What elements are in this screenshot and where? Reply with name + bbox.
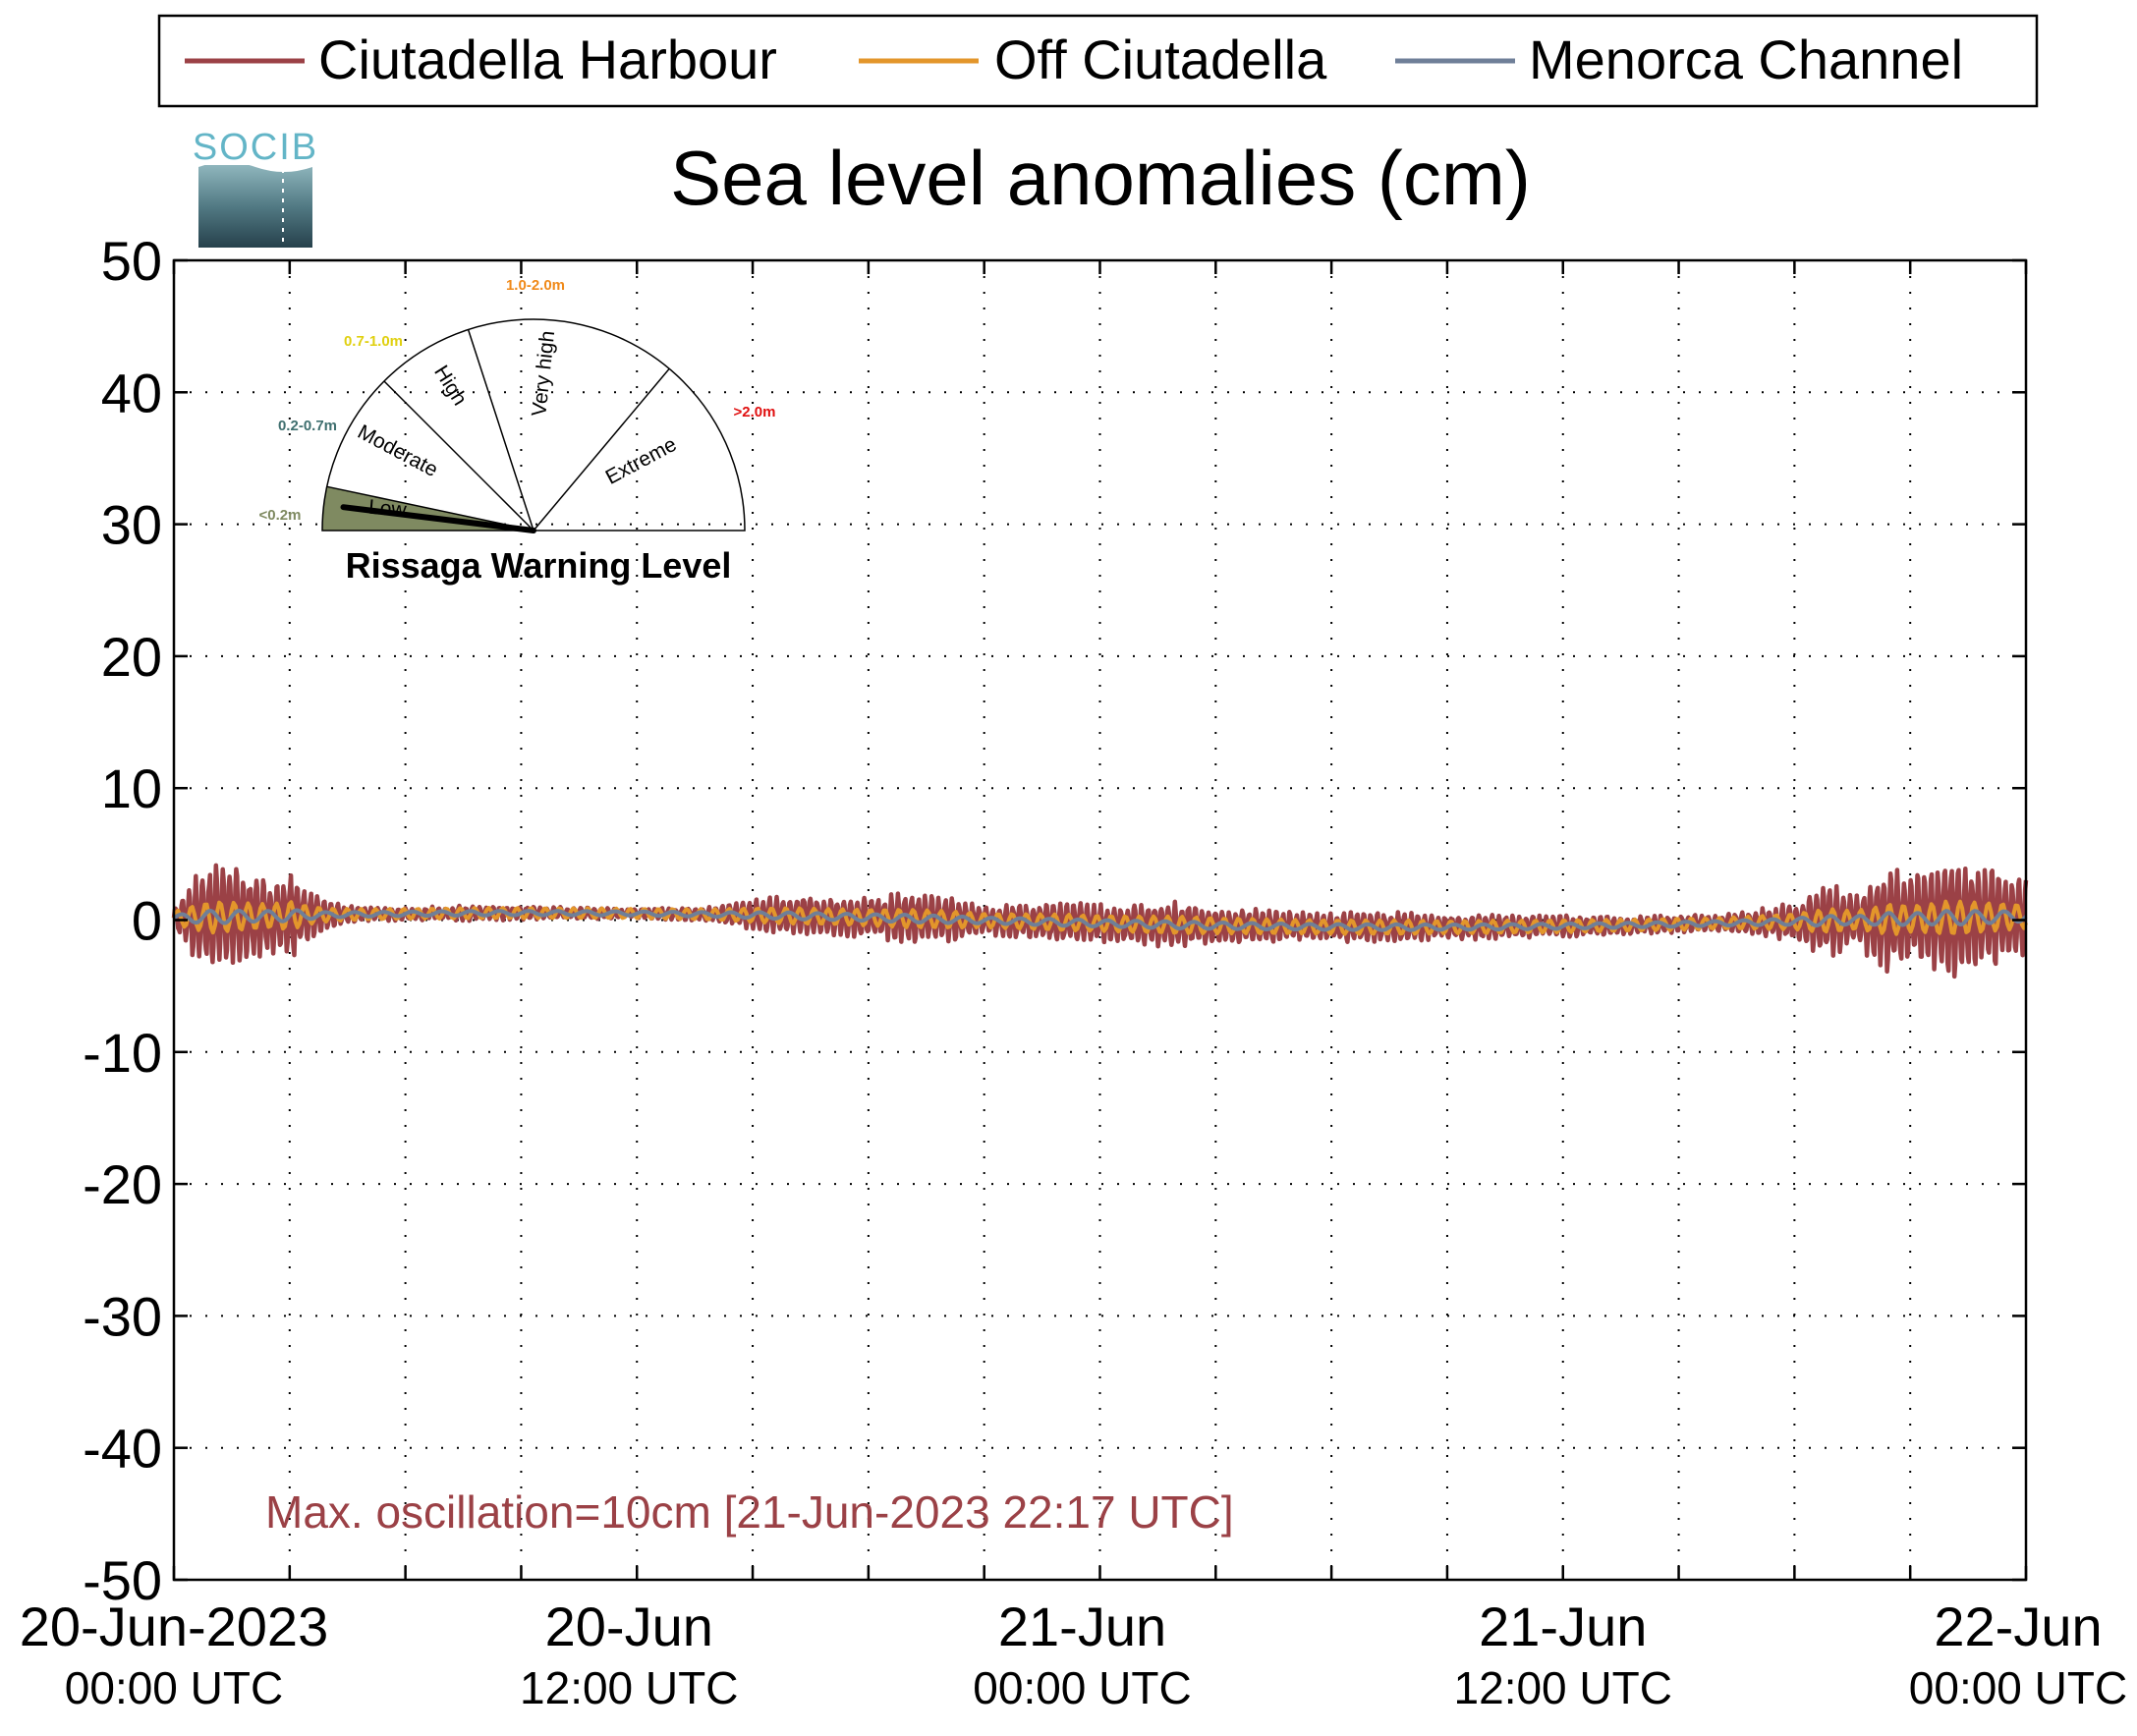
y-tick-label: -40 — [83, 1418, 162, 1480]
gauge-divider — [383, 380, 534, 532]
y-tick-label: 0 — [132, 890, 162, 952]
x-tick-label-date: 22-Jun — [1934, 1596, 2102, 1657]
gauge-range-label: <0.2m — [259, 507, 302, 524]
gauge-divider — [533, 367, 670, 532]
x-tick-label-date: 21-Jun — [998, 1596, 1166, 1657]
gauge-needle — [340, 504, 536, 533]
series-layer — [171, 863, 2029, 980]
y-tick-label: 10 — [101, 757, 162, 819]
legend-box — [157, 14, 2039, 108]
x-tick-label-date: 21-Jun — [1479, 1596, 1647, 1657]
y-tick-label: 20 — [101, 626, 162, 688]
gauge-divider — [326, 485, 534, 532]
x-tick-label-time: 00:00 UTC — [65, 1662, 283, 1713]
x-tick-label-time: 00:00 UTC — [1909, 1662, 2127, 1713]
x-tick-label-time: 12:00 UTC — [1454, 1662, 1672, 1713]
legend-label-off-ciutadella: Off Ciutadella — [994, 28, 1327, 90]
y-tick-label: 40 — [101, 362, 162, 423]
y-tick-label: -30 — [83, 1285, 162, 1347]
y-tick-label: -10 — [83, 1022, 162, 1084]
legend-label-menorca-channel: Menorca Channel — [1529, 28, 1963, 90]
legend-label-ciutadella-harbour: Ciutadella Harbour — [318, 28, 777, 90]
x-tick-label-time: 12:00 UTC — [520, 1662, 738, 1713]
socib-logo: SOCIB — [193, 127, 318, 248]
chart-title: Sea level anomalies (cm) — [670, 135, 1531, 221]
gauge-outline — [321, 318, 746, 532]
gauge-range-label: 1.0-2.0m — [506, 277, 565, 294]
y-axis: 50 40 30 20 10 0 -10 -20 -30 -40 -50 — [83, 230, 2026, 1611]
x-tick-label-time: 00:00 UTC — [973, 1662, 1191, 1713]
gauge-divider — [467, 329, 534, 532]
gauge-range-labels: <0.2m 0.2-0.7m 0.7-1.0m 1.0-2.0m >2.0m — [259, 277, 776, 524]
y-tick-label: -50 — [83, 1549, 162, 1611]
socib-logo-text: SOCIB — [193, 127, 318, 168]
x-tick-label-date: 20-Jun — [545, 1596, 713, 1657]
y-tick-label: 30 — [101, 494, 162, 556]
gauge-range-label: 0.7-1.0m — [344, 333, 403, 350]
gauge-range-label: 0.2-0.7m — [278, 418, 337, 434]
series-line-menorca-channel — [172, 908, 2028, 932]
y-tick-label: 50 — [101, 230, 162, 292]
x-tick-label-date: 20-Jun-2023 — [20, 1596, 328, 1657]
gauge-title: Rissaga Warning Level — [346, 545, 732, 586]
gauge-dividers — [326, 329, 670, 532]
y-tick-label: -20 — [83, 1153, 162, 1215]
legend: Ciutadella Harbour Off Ciutadella Menorc… — [157, 14, 2039, 108]
max-oscillation-annotation: Max. oscillation=10cm [21-Jun-2023 22:17… — [265, 1486, 1234, 1538]
gauge-range-label: >2.0m — [734, 404, 776, 420]
